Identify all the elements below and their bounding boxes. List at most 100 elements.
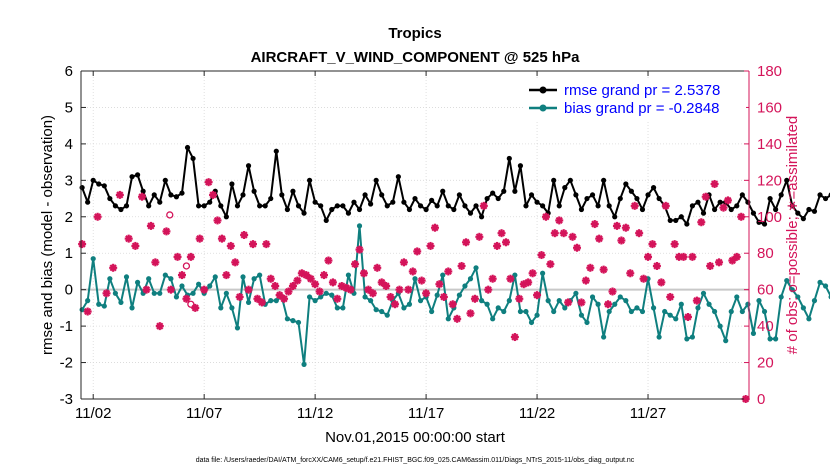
bias-point	[484, 301, 490, 307]
bias-point	[268, 298, 274, 304]
rmse-point	[268, 195, 274, 202]
rmse-point	[739, 192, 745, 198]
bias-point	[312, 298, 318, 304]
bias-point	[368, 298, 374, 304]
obs-assimilated-point	[683, 313, 692, 321]
obs-assimilated-point	[701, 192, 710, 201]
rmse-point	[667, 217, 673, 224]
y-tick-label-right: 20	[757, 355, 774, 372]
y-tick-label-right: 100	[757, 209, 782, 226]
obs-assimilated-point	[710, 179, 719, 188]
y-tick-label-left: 1	[65, 245, 73, 262]
y-axis-label-right: # of obs: o=possible; ∗=assimilated	[784, 116, 801, 355]
bias-point	[429, 308, 435, 315]
obs-assimilated-point	[382, 282, 391, 291]
rmse-point	[323, 217, 329, 224]
bias-point	[129, 305, 135, 311]
rmse-point	[817, 192, 823, 198]
obs-assimilated-point	[430, 223, 439, 232]
bias-point	[617, 294, 623, 300]
rmse-point	[623, 181, 629, 187]
obs-assimilated-point	[257, 298, 266, 307]
legend-rmse-marker	[539, 86, 547, 94]
obs-assimilated-point	[692, 296, 701, 305]
obs-assimilated-point	[648, 240, 657, 249]
rmse-point	[168, 192, 174, 198]
rmse-point	[101, 183, 107, 189]
bias-point	[356, 223, 363, 229]
obs-assimilated-point	[422, 289, 431, 298]
bias-point	[123, 274, 130, 280]
bias-point	[490, 316, 496, 322]
legend-bias-label: bias grand pr = -0.2848	[564, 100, 720, 117]
bias-point	[273, 298, 279, 304]
rmse-point	[196, 203, 202, 209]
obs-assimilated-point	[541, 212, 550, 221]
obs-assimilated-point	[248, 240, 257, 249]
bias-point	[340, 305, 346, 311]
rmse-point	[467, 210, 474, 216]
rmse-point	[578, 206, 585, 213]
obs-assimilated-point	[311, 280, 320, 289]
obs-assimilated-point	[510, 333, 519, 342]
rmse-point	[734, 203, 740, 209]
rmse-point	[79, 185, 85, 191]
bias-point	[151, 290, 157, 296]
rmse-point	[811, 208, 818, 214]
rmse-point	[401, 199, 407, 205]
obs-possible-point	[187, 300, 195, 308]
bias-point	[462, 283, 468, 289]
obs-possible-point	[182, 262, 191, 270]
obs-assimilated-point	[391, 300, 400, 309]
obs-assimilated-point	[697, 218, 706, 227]
rmse-point	[395, 174, 401, 180]
bias-point	[223, 290, 229, 296]
bias-point	[734, 294, 740, 300]
rmse-point	[368, 201, 374, 207]
rmse-point	[118, 206, 124, 213]
obs-assimilated-point	[732, 252, 741, 261]
rmse-point	[478, 214, 485, 220]
obs-assimilated-point	[217, 234, 226, 243]
rmse-point	[656, 195, 662, 202]
rmse-point	[717, 199, 723, 205]
bias-point	[234, 325, 241, 331]
bias-point	[584, 319, 590, 326]
rmse-point	[157, 199, 163, 205]
y-tick-label-left: 5	[65, 99, 73, 116]
obs-assimilated-point	[235, 292, 244, 301]
bias-point	[456, 292, 462, 298]
y-tick-label-left: 3	[65, 172, 73, 189]
obs-assimilated-point	[617, 236, 626, 245]
rmse-point	[473, 203, 479, 209]
bias-point	[168, 276, 174, 282]
x-tick-label: 11/12	[297, 405, 333, 422]
x-tick-label: 11/02	[75, 405, 111, 422]
rmse-point	[822, 195, 829, 202]
obs-assimilated-point	[364, 285, 373, 294]
rmse-point	[129, 174, 135, 180]
obs-assimilated-point	[142, 285, 151, 294]
obs-assimilated-point	[475, 232, 484, 241]
bias-point	[345, 272, 352, 278]
rmse-point	[151, 192, 157, 198]
bias-point	[750, 330, 757, 336]
rmse-point	[540, 203, 546, 209]
obs-assimilated-point	[328, 278, 337, 287]
obs-assimilated-point	[124, 234, 133, 243]
y-tick-label-left: -2	[60, 355, 73, 372]
obs-assimilated-point	[222, 271, 231, 280]
bias-point	[678, 301, 684, 307]
rmse-point	[684, 221, 690, 227]
bias-point	[545, 298, 551, 304]
bias-point	[767, 336, 773, 342]
obs-assimilated-point	[612, 221, 621, 230]
bias-point	[218, 305, 224, 311]
rmse-point	[417, 203, 424, 209]
bias-point	[196, 281, 202, 287]
rmse-point	[534, 199, 540, 205]
obs-assimilated-point	[324, 256, 333, 265]
rmse-point	[279, 192, 285, 198]
obs-assimilated-point	[506, 274, 515, 283]
bias-point	[656, 334, 662, 340]
